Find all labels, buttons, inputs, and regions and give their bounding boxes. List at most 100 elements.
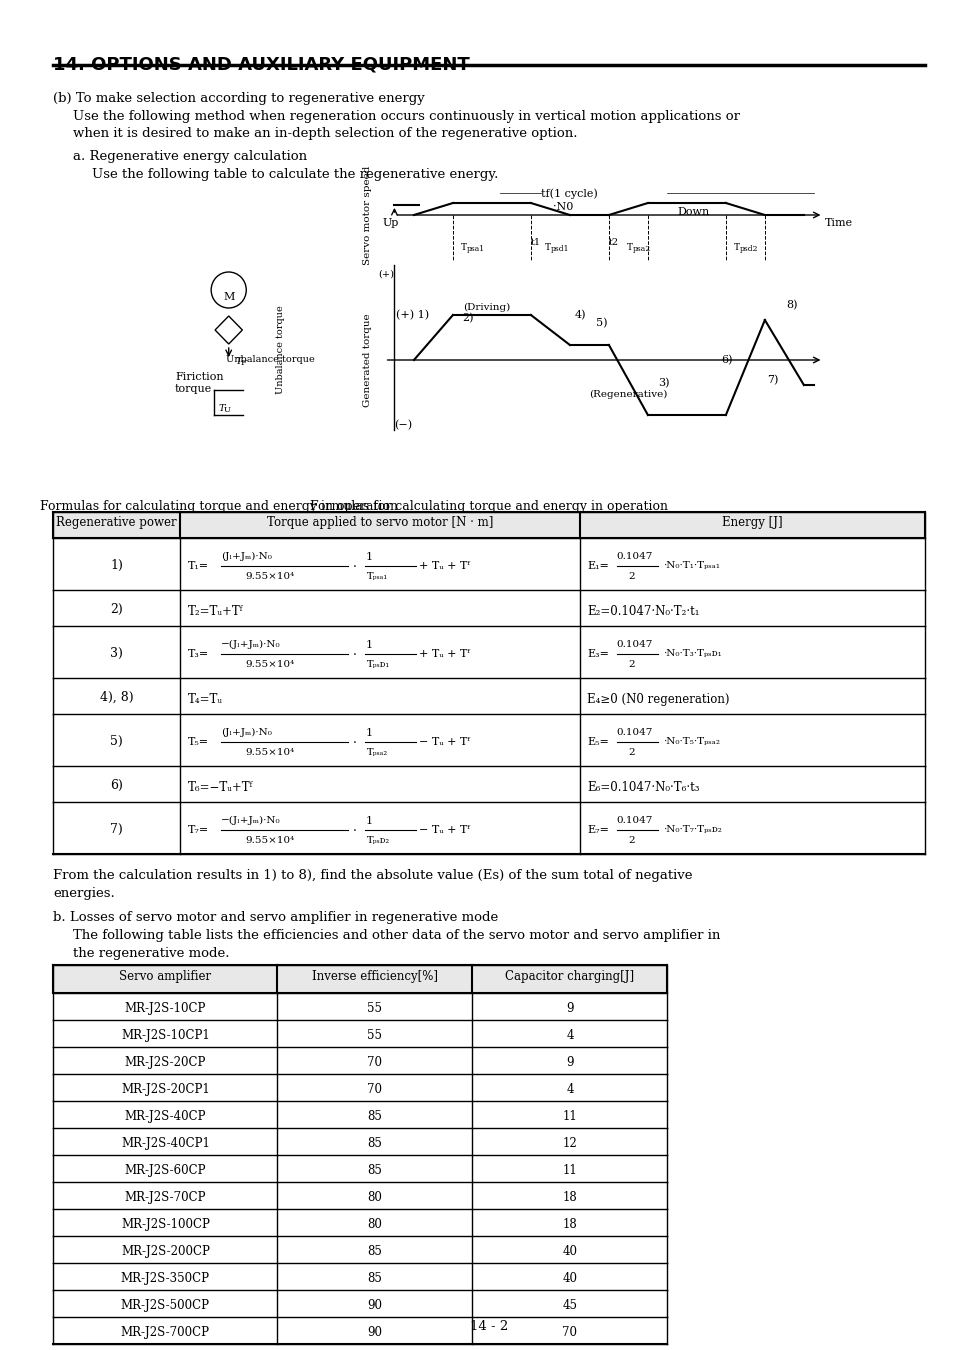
Text: 2: 2 — [628, 748, 635, 757]
Text: Energy [J]: Energy [J] — [721, 516, 781, 529]
Text: The following table lists the efficiencies and other data of the servo motor and: The following table lists the efficienci… — [72, 929, 720, 942]
Text: 70: 70 — [367, 1083, 382, 1096]
Text: 45: 45 — [562, 1299, 577, 1312]
Text: E₁=: E₁= — [587, 562, 609, 571]
Text: − Tᵤ + Tᶠ: − Tᵤ + Tᶠ — [418, 737, 469, 747]
Text: 14. OPTIONS AND AUXILIARY EQUIPMENT: 14. OPTIONS AND AUXILIARY EQUIPMENT — [53, 55, 470, 73]
Text: T₆=−Tᵤ+Tᶠ: T₆=−Tᵤ+Tᶠ — [188, 782, 253, 794]
Text: Firiction: Firiction — [175, 373, 224, 382]
Text: ·: · — [353, 825, 356, 838]
Text: ·N₀·T₃·Tₚₛᴅ₁: ·N₀·T₃·Tₚₛᴅ₁ — [662, 649, 721, 657]
Text: E₂=0.1047·N₀·T₂·t₁: E₂=0.1047·N₀·T₂·t₁ — [587, 605, 700, 618]
Text: 5): 5) — [111, 734, 123, 748]
Text: 70: 70 — [367, 1056, 382, 1069]
Text: 8): 8) — [785, 300, 797, 310]
Text: 4: 4 — [565, 1083, 573, 1096]
Text: Servo amplifier: Servo amplifier — [119, 971, 212, 983]
Text: 9.55×10⁴: 9.55×10⁴ — [245, 836, 294, 845]
Text: energies.: energies. — [53, 887, 115, 900]
Text: 1): 1) — [110, 559, 123, 572]
Text: MR-J2S-700CP: MR-J2S-700CP — [121, 1326, 210, 1339]
Text: Inverse efficiency[%]: Inverse efficiency[%] — [312, 971, 437, 983]
Bar — [53, 965, 667, 994]
Text: F: F — [240, 359, 246, 367]
Text: psa2: psa2 — [632, 244, 650, 252]
Text: T₄=Tᵤ: T₄=Tᵤ — [188, 693, 223, 706]
Text: U: U — [224, 406, 231, 414]
Text: 80: 80 — [367, 1191, 382, 1204]
Text: Generated torque: Generated torque — [362, 313, 372, 406]
Text: 4): 4) — [575, 310, 586, 320]
Text: MR-J2S-100CP: MR-J2S-100CP — [121, 1218, 210, 1231]
Text: Tₚₛᴅ₁: Tₚₛᴅ₁ — [367, 660, 390, 670]
Text: Down: Down — [677, 207, 709, 217]
Text: MR-J2S-200CP: MR-J2S-200CP — [121, 1245, 210, 1258]
Text: 55: 55 — [367, 1002, 382, 1015]
Text: 9.55×10⁴: 9.55×10⁴ — [245, 660, 294, 670]
Text: T₅=: T₅= — [188, 737, 209, 747]
Text: (Jₗ+Jₘ)·N₀: (Jₗ+Jₘ)·N₀ — [221, 552, 272, 562]
Text: Tₚₛₐ₁: Tₚₛₐ₁ — [367, 572, 388, 580]
Text: (b) To make selection according to regenerative energy: (b) To make selection according to regen… — [53, 92, 424, 105]
Text: (−): (−) — [394, 420, 412, 431]
Text: Time: Time — [824, 217, 853, 228]
Text: torque: torque — [175, 383, 213, 394]
Text: ·N₀·T₅·Tₚₛₐ₂: ·N₀·T₅·Tₚₛₐ₂ — [662, 737, 720, 747]
Text: tf(1 cycle): tf(1 cycle) — [540, 188, 597, 198]
Text: 5): 5) — [596, 319, 607, 328]
Text: 3): 3) — [110, 647, 123, 660]
Text: 85: 85 — [367, 1245, 382, 1258]
Text: 40: 40 — [562, 1272, 577, 1285]
Text: 9: 9 — [565, 1056, 573, 1069]
Text: 1: 1 — [365, 728, 372, 738]
Text: 55: 55 — [367, 1029, 382, 1042]
Text: 2: 2 — [628, 836, 635, 845]
Text: Formulas for calculating torque and energy in operation: Formulas for calculating torque and ener… — [40, 500, 397, 513]
Text: psd1: psd1 — [550, 244, 568, 252]
Text: MR-J2S-500CP: MR-J2S-500CP — [121, 1299, 210, 1312]
Text: 7): 7) — [111, 824, 123, 836]
Text: (Driving): (Driving) — [462, 302, 510, 312]
Text: 0.1047: 0.1047 — [616, 815, 653, 825]
Text: the regenerative mode.: the regenerative mode. — [72, 946, 229, 960]
Text: M: M — [223, 292, 234, 302]
Text: psd2: psd2 — [739, 244, 758, 252]
Text: MR-J2S-20CP1: MR-J2S-20CP1 — [121, 1083, 210, 1096]
Text: ·N₀·T₁·Tₚₛₐ₁: ·N₀·T₁·Tₚₛₐ₁ — [662, 562, 720, 570]
Text: MR-J2S-350CP: MR-J2S-350CP — [121, 1272, 210, 1285]
Text: 2): 2) — [462, 313, 474, 323]
Text: 3): 3) — [657, 378, 668, 389]
Text: Servo motor speed: Servo motor speed — [362, 165, 372, 265]
Text: Unbalance torque: Unbalance torque — [275, 305, 285, 394]
Text: 90: 90 — [367, 1299, 382, 1312]
Text: 9: 9 — [565, 1002, 573, 1015]
Text: 85: 85 — [367, 1137, 382, 1150]
Text: − Tᵤ + Tᶠ: − Tᵤ + Tᶠ — [418, 825, 469, 836]
Text: ·: · — [353, 649, 356, 662]
Text: 80: 80 — [367, 1218, 382, 1231]
Text: 85: 85 — [367, 1110, 382, 1123]
Text: (+) 1): (+) 1) — [396, 310, 429, 320]
Text: 2: 2 — [628, 572, 635, 580]
Text: 40: 40 — [562, 1245, 577, 1258]
Text: 90: 90 — [367, 1326, 382, 1339]
Text: 2: 2 — [628, 660, 635, 670]
Text: (+): (+) — [377, 270, 394, 279]
Text: E₄≥0 (N0 regeneration): E₄≥0 (N0 regeneration) — [587, 693, 729, 706]
Text: 11: 11 — [562, 1110, 577, 1123]
Text: T: T — [544, 243, 550, 252]
Text: MR-J2S-70CP: MR-J2S-70CP — [125, 1191, 206, 1204]
Text: T: T — [626, 243, 632, 252]
Text: 1: 1 — [365, 815, 372, 826]
Text: 11: 11 — [562, 1164, 577, 1177]
Text: 6): 6) — [720, 355, 732, 366]
Text: ·: · — [353, 737, 356, 751]
Text: t2: t2 — [608, 238, 618, 247]
Text: T₁=: T₁= — [188, 562, 209, 571]
Text: 0.1047: 0.1047 — [616, 552, 653, 562]
Text: Formulas for calculating torque and energy in operation: Formulas for calculating torque and ener… — [310, 500, 667, 513]
Text: 14 - 2: 14 - 2 — [470, 1320, 508, 1332]
Text: T₃=: T₃= — [188, 649, 209, 659]
Text: 1: 1 — [365, 640, 372, 649]
Text: −(Jₗ+Jₘ)·N₀: −(Jₗ+Jₘ)·N₀ — [221, 815, 280, 825]
